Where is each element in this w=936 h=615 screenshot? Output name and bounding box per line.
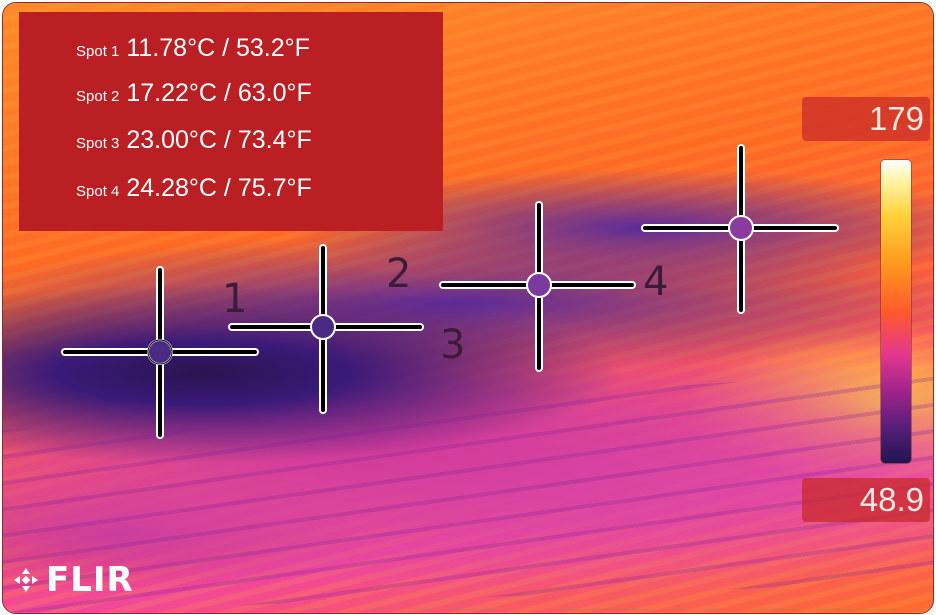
spot-value: 24.28°C / 75.7°F (126, 174, 312, 202)
scale-min-label: 48.9 (802, 478, 930, 522)
crosshair-spot-1 (61, 266, 259, 439)
spot-row-2: Spot 2 17.22°C / 63.0°F (76, 79, 312, 119)
marker-label-1: 1 (222, 276, 247, 322)
spot-value: 17.22°C / 63.0°F (126, 79, 312, 107)
spot-row-1: Spot 1 11.78°C / 53.2°F (76, 34, 310, 74)
spot-label: Spot 2 (76, 88, 120, 105)
flir-logo-icon (14, 568, 38, 592)
brand-name: FLIR (46, 560, 134, 600)
spot-value: 11.78°C / 53.2°F (126, 34, 310, 62)
spot-measurements-panel: Spot 1 11.78°C / 53.2°F Spot 2 17.22°C /… (19, 12, 443, 231)
marker-label-2: 2 (386, 251, 411, 297)
spot-value: 23.00°C / 73.4°F (126, 126, 312, 154)
temperature-scale-bar (881, 160, 911, 463)
crosshair-spot-3 (439, 201, 636, 372)
spot-label: Spot 3 (76, 135, 120, 152)
spot-row-3: Spot 3 23.00°C / 73.4°F (76, 126, 312, 166)
marker-label-3: 3 (440, 322, 465, 368)
spot-label: Spot 4 (76, 183, 120, 200)
spot-row-4: Spot 4 24.28°C / 75.7°F (76, 174, 312, 214)
spot-label: Spot 1 (76, 43, 120, 60)
scale-max-label: 179 (802, 97, 930, 141)
marker-label-4: 4 (643, 259, 668, 305)
crosshair-spot-2 (228, 244, 424, 414)
flir-logo: FLIR (12, 560, 134, 600)
crosshair-spot-4 (641, 144, 839, 314)
